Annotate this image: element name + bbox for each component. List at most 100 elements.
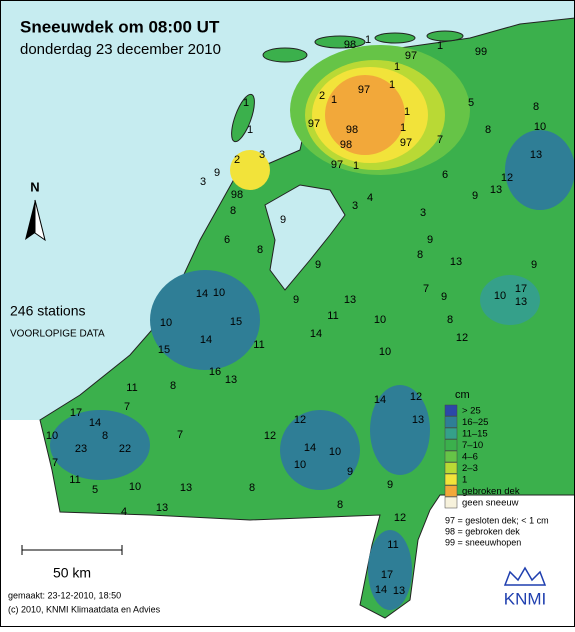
- station-value: 9: [293, 294, 299, 306]
- station-count: 246 stations: [10, 303, 86, 319]
- legend-swatch: [444, 404, 458, 417]
- station-value: 98: [346, 124, 358, 136]
- station-value: 8: [230, 205, 236, 217]
- station-value: 10: [534, 121, 546, 133]
- station-value: 10: [294, 459, 306, 471]
- legend-swatch: [444, 427, 458, 440]
- station-value: 17: [70, 407, 82, 419]
- station-value: 8: [417, 249, 423, 261]
- logo-text: KNMI: [504, 589, 547, 608]
- station-value: 8: [257, 244, 263, 256]
- legend-label: geen sneeuw: [462, 498, 519, 509]
- station-value: 17: [381, 569, 393, 581]
- station-value: 13: [225, 374, 237, 386]
- station-value: 1: [353, 160, 359, 172]
- station-value: 6: [442, 169, 448, 181]
- station-value: 15: [230, 316, 242, 328]
- station-value: 97: [331, 159, 343, 171]
- scale-label: 50 km: [53, 565, 91, 581]
- island: [374, 32, 416, 44]
- island: [262, 47, 308, 63]
- station-value: 9: [214, 167, 220, 179]
- station-value: 12: [410, 391, 422, 403]
- title: Sneeuwdek om 08:00 UT: [20, 17, 220, 36]
- station-value: 7: [423, 283, 429, 295]
- station-value: 5: [468, 97, 474, 109]
- station-value: 10: [213, 287, 225, 299]
- station-value: 11: [253, 339, 264, 351]
- station-value: 17: [515, 283, 527, 295]
- station-value: 13: [393, 585, 405, 597]
- legend-swatch: [444, 485, 458, 497]
- legend-label: 4–6: [462, 452, 478, 463]
- legend-swatch: [444, 450, 458, 463]
- legend-label: > 25: [462, 406, 481, 417]
- legend-label: 11–15: [462, 429, 488, 440]
- station-value: 8: [485, 124, 491, 136]
- legend-swatch: [444, 473, 458, 486]
- station-value: 6: [224, 234, 230, 246]
- station-value: 11: [69, 474, 80, 486]
- station-value: 8: [337, 499, 343, 511]
- station-value: 8: [249, 482, 255, 494]
- note: 97 = gesloten dek; < 1 cm: [445, 515, 549, 525]
- station-value: 14: [89, 417, 101, 429]
- station-value: 10: [494, 290, 506, 302]
- station-value: 14: [196, 288, 208, 300]
- station-value: 13: [450, 256, 462, 268]
- legend-unit: cm: [455, 389, 470, 401]
- station-value: 11: [327, 310, 338, 322]
- station-value: 14: [375, 584, 387, 596]
- station-value: 1: [404, 106, 410, 118]
- station-value: 10: [374, 314, 386, 326]
- station-value: 10: [46, 430, 58, 442]
- station-value: 7: [437, 134, 443, 146]
- legend-swatch: [444, 496, 458, 509]
- station-value: 9: [472, 190, 478, 202]
- station-value: 8: [533, 101, 539, 113]
- station-value: 9: [280, 214, 286, 226]
- station-value: 11: [387, 539, 398, 551]
- station-value: 1: [400, 122, 406, 134]
- station-value: 10: [379, 346, 391, 358]
- station-value: 5: [92, 484, 98, 496]
- station-value: 11: [126, 382, 137, 394]
- legend-label: 16–25: [462, 417, 488, 428]
- north-arrow: N: [25, 179, 46, 242]
- station-value: 13: [344, 294, 356, 306]
- snow-patch: [325, 75, 405, 155]
- subtitle: donderdag 23 december 2010: [20, 41, 221, 58]
- island: [426, 30, 464, 42]
- station-value: 9: [441, 291, 447, 303]
- station-value: 1: [243, 97, 249, 109]
- legend-swatch: [444, 462, 458, 474]
- legend-swatch: [444, 439, 458, 451]
- copyright: (c) 2010, KNMI Klimaatdata en Advies: [8, 604, 161, 614]
- scale-bar: 50 km: [21, 545, 123, 581]
- station-value: 12: [456, 332, 468, 344]
- station-value: 12: [394, 512, 406, 524]
- station-value: 9: [531, 259, 537, 271]
- note: 98 = gebroken dek: [445, 526, 520, 536]
- station-value: 22: [119, 443, 131, 455]
- station-value: 97: [405, 50, 417, 62]
- station-value: 8: [102, 430, 108, 442]
- station-value: 7: [124, 401, 130, 413]
- station-value: 98: [231, 189, 243, 201]
- station-value: 14: [304, 442, 316, 454]
- legend-label: gebroken dek: [462, 486, 520, 497]
- station-value: 98: [340, 139, 352, 151]
- station-value: 14: [310, 328, 322, 340]
- sea: [0, 0, 575, 420]
- station-value: 97: [400, 137, 412, 149]
- station-value: 12: [294, 414, 306, 426]
- snow-patch: [150, 270, 260, 370]
- station-value: 10: [160, 317, 172, 329]
- made: gemaakt: 23-12-2010, 18:50: [8, 590, 121, 600]
- legend-label: 7–10: [462, 440, 483, 451]
- station-value: 1: [365, 34, 371, 46]
- station-value: 9: [315, 259, 321, 271]
- station-value: 12: [264, 430, 276, 442]
- station-value: 13: [412, 414, 424, 426]
